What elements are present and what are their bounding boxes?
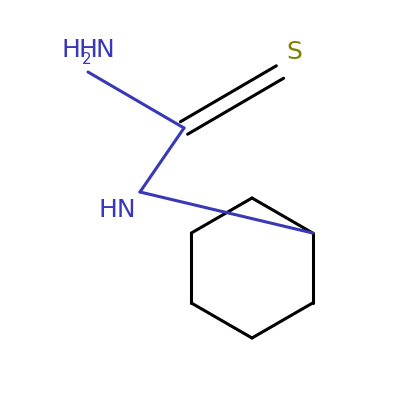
- Text: H: H: [78, 38, 98, 62]
- Text: S: S: [286, 40, 302, 64]
- Text: H: H: [61, 38, 80, 62]
- Text: HN: HN: [98, 198, 136, 222]
- Text: N: N: [95, 38, 114, 62]
- Text: 2: 2: [82, 52, 92, 67]
